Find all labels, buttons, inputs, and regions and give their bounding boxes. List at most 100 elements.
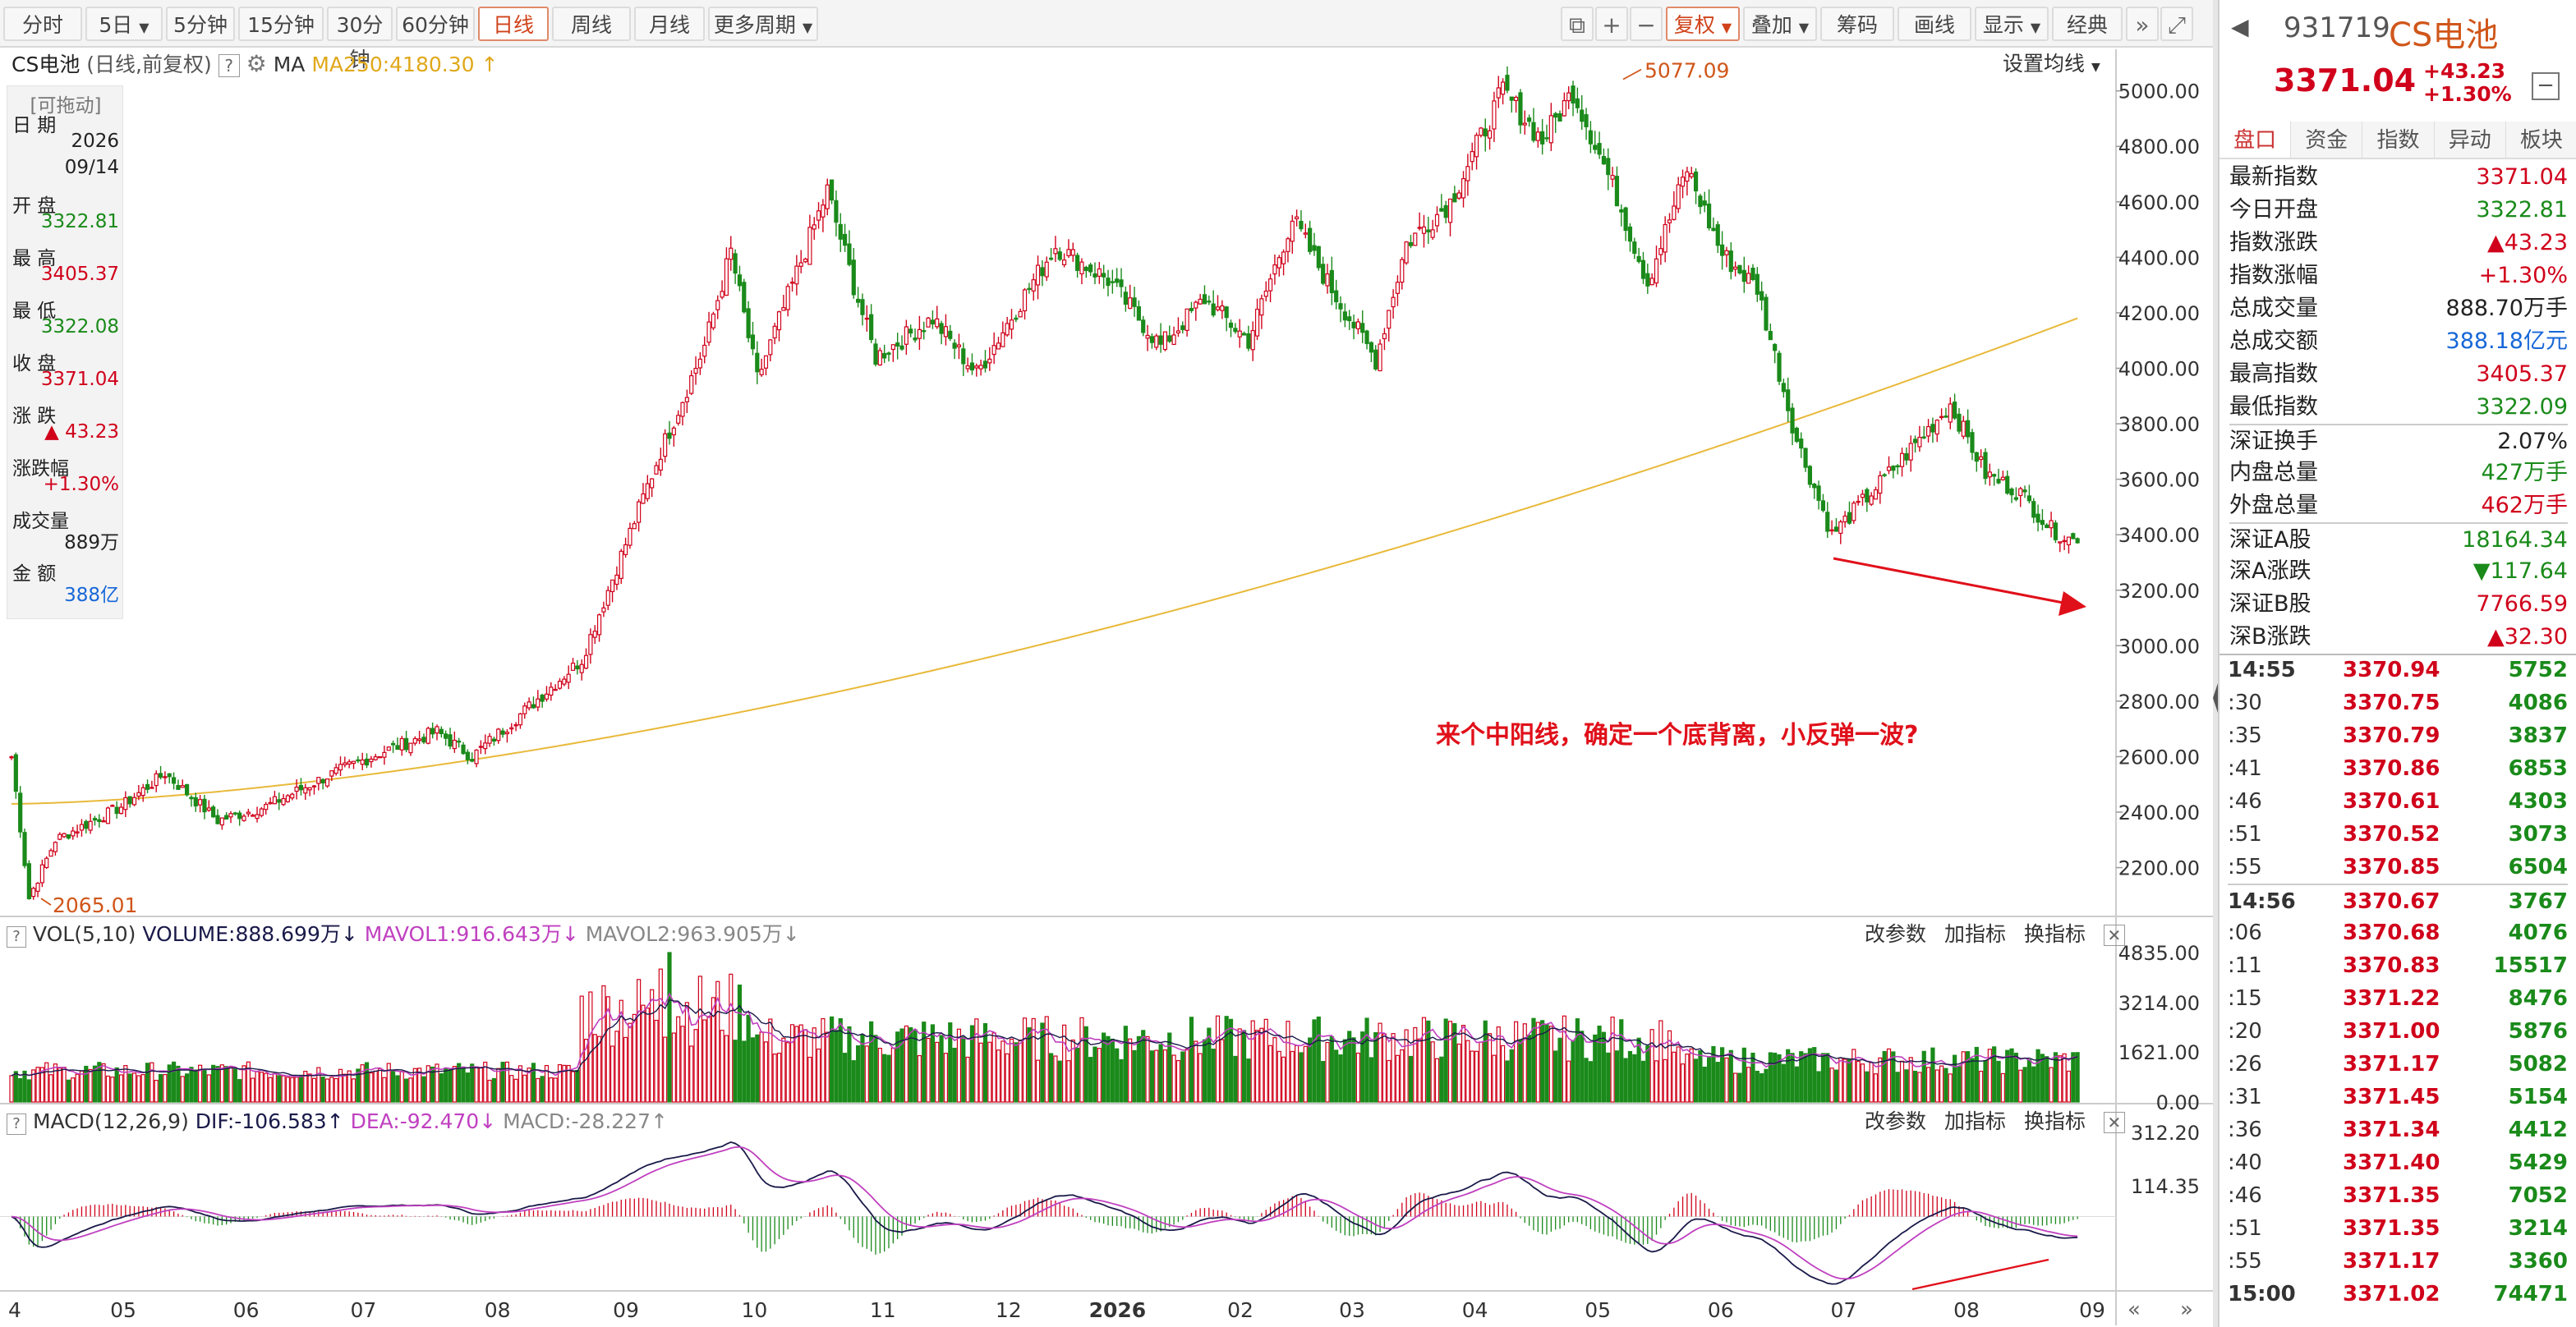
help-icon[interactable]: ? [7,1113,26,1135]
collapse-arrow-icon[interactable] [2213,673,2221,723]
period-5day-button[interactable]: 5日 ▼ [85,7,163,41]
help-icon[interactable]: ? [218,54,240,77]
fuquan-button[interactable]: 复权 ▼ [1666,7,1740,41]
volume-bar [1706,1057,1712,1103]
vol-edit-params-button[interactable]: 改参数 [1865,922,1927,946]
tab-bankuai[interactable]: 板块 [2506,122,2576,158]
lock-icon[interactable]: ⧉ [1561,7,1594,41]
tab-zhishu[interactable]: 指数 [2362,122,2435,158]
candle [1891,465,1896,479]
volume-bar [781,1037,786,1103]
period-30min-button[interactable]: 30分钟 [327,7,393,71]
set-ma-button[interactable]: 设置均线 ▼ [2003,49,2100,79]
overlay-button[interactable]: 叠加 ▼ [1743,7,1817,41]
macd-edit-params-button[interactable]: 改参数 [1865,1109,1927,1133]
candle-body [1588,130,1594,145]
candle [869,304,874,343]
candle [1434,206,1440,232]
candle-body [2053,522,2058,540]
period-15min-button[interactable]: 15分钟 [238,7,324,41]
vol-switch-indicator-button[interactable]: 换指标 [2023,922,2086,946]
vol-add-indicator-button[interactable]: 加指标 [1944,922,2006,946]
period-fenshi-button[interactable]: 分时 [3,7,82,41]
candle [123,791,128,817]
more-periods-button[interactable]: 更多周期 ▼ [708,7,818,41]
volume-bar [1654,1060,1659,1103]
candle [1531,108,1536,143]
candle-body [676,415,681,424]
volume-bar [478,1067,483,1103]
candle-body [470,759,475,762]
candle-body [1961,420,1966,437]
volume-bar [1829,1068,1834,1103]
chips-button[interactable]: 筹码 [1820,7,1894,41]
macd-switch-indicator-button[interactable]: 换指标 [2023,1109,2086,1133]
candle-body [956,344,962,347]
candle-body [1220,305,1225,311]
candle-body [1439,208,1444,212]
candle-body [343,762,347,765]
candle-body [228,813,233,818]
gear-icon[interactable]: ⚙ [246,50,267,77]
candle-body [1184,308,1189,332]
display-button[interactable]: 显示 ▼ [1975,7,2049,41]
candle [1408,234,1414,249]
volume-bar [834,1030,839,1103]
volume-bar [1000,1040,1005,1103]
scroll-left-icon[interactable]: « [2128,1297,2141,1322]
candle-body [1773,343,1778,351]
volume-bar [1509,1049,1514,1103]
quote-value: 462万手 [2481,493,2568,518]
candle [26,860,31,900]
period-weekly-button[interactable]: 周线 [552,7,631,41]
candle-body [66,834,71,839]
candle-body [518,713,523,726]
period-5min-button[interactable]: 5分钟 [166,7,235,41]
candle-body [697,358,702,369]
collapse-panel-icon[interactable]: − [2532,72,2560,100]
volume-bar [1693,1058,1699,1103]
candle-body [544,693,550,700]
candle [1702,191,1707,213]
volume-bar [421,1076,426,1103]
volume-bar [1527,1035,1532,1103]
candle-body [869,314,874,341]
period-60min-button[interactable]: 60分钟 [396,7,475,41]
candle [1299,209,1304,232]
draw-line-button[interactable]: 画线 [1898,7,1971,41]
tab-zijin[interactable]: 资金 [2291,122,2363,158]
macd-add-indicator-button[interactable]: 加指标 [1944,1109,2006,1133]
tab-pankou[interactable]: 盘口 [2220,122,2292,158]
zoom-in-icon[interactable]: + [1595,7,1628,41]
close-icon[interactable]: ✕ [2103,1112,2125,1133]
period-monthly-button[interactable]: 月线 [634,7,705,41]
chart-svg[interactable]: 5000.004800.004600.004400.004200.004000.… [0,49,2213,1325]
candle-body [1180,325,1185,330]
candle-body [31,888,36,898]
double-chevron-right-icon[interactable]: » [2126,7,2159,41]
prev-stock-icon[interactable]: ◀ [2231,13,2249,40]
candle-body [1606,158,1611,176]
candle [908,324,913,337]
classic-button[interactable]: 经典 [2052,7,2123,41]
candle [1184,308,1189,337]
fullscreen-icon[interactable]: ⤢ [2160,7,2193,41]
data-window[interactable]: [可拖动] 日 期 2026 09/14 开 盘 3322.81 最 高 3405.37 最 … [7,85,123,619]
zoom-out-icon[interactable]: − [1630,7,1663,41]
period-daily-button[interactable]: 日线 [478,7,549,41]
candle [873,338,878,367]
drag-label[interactable]: [可拖动] [30,95,102,117]
volume-bar [198,1064,203,1103]
close-icon[interactable]: ✕ [2103,925,2125,946]
volume-bar [1614,1050,1620,1103]
x-tick-label: 03 [1339,1298,1365,1322]
kline-chart-area[interactable]: 5000.00 4800.00 4600.00 4400.00 4200.00 4000.… [0,49,2213,1325]
candle [785,283,790,317]
help-icon[interactable]: ? [7,926,26,948]
volume-bar [522,1074,527,1103]
volume-bar [1715,1062,1720,1103]
panel-splitter[interactable] [2213,0,2221,1327]
volume-bar [1514,1021,1519,1103]
tab-yidong[interactable]: 异动 [2435,122,2506,158]
scroll-right-icon[interactable]: » [2180,1297,2193,1322]
